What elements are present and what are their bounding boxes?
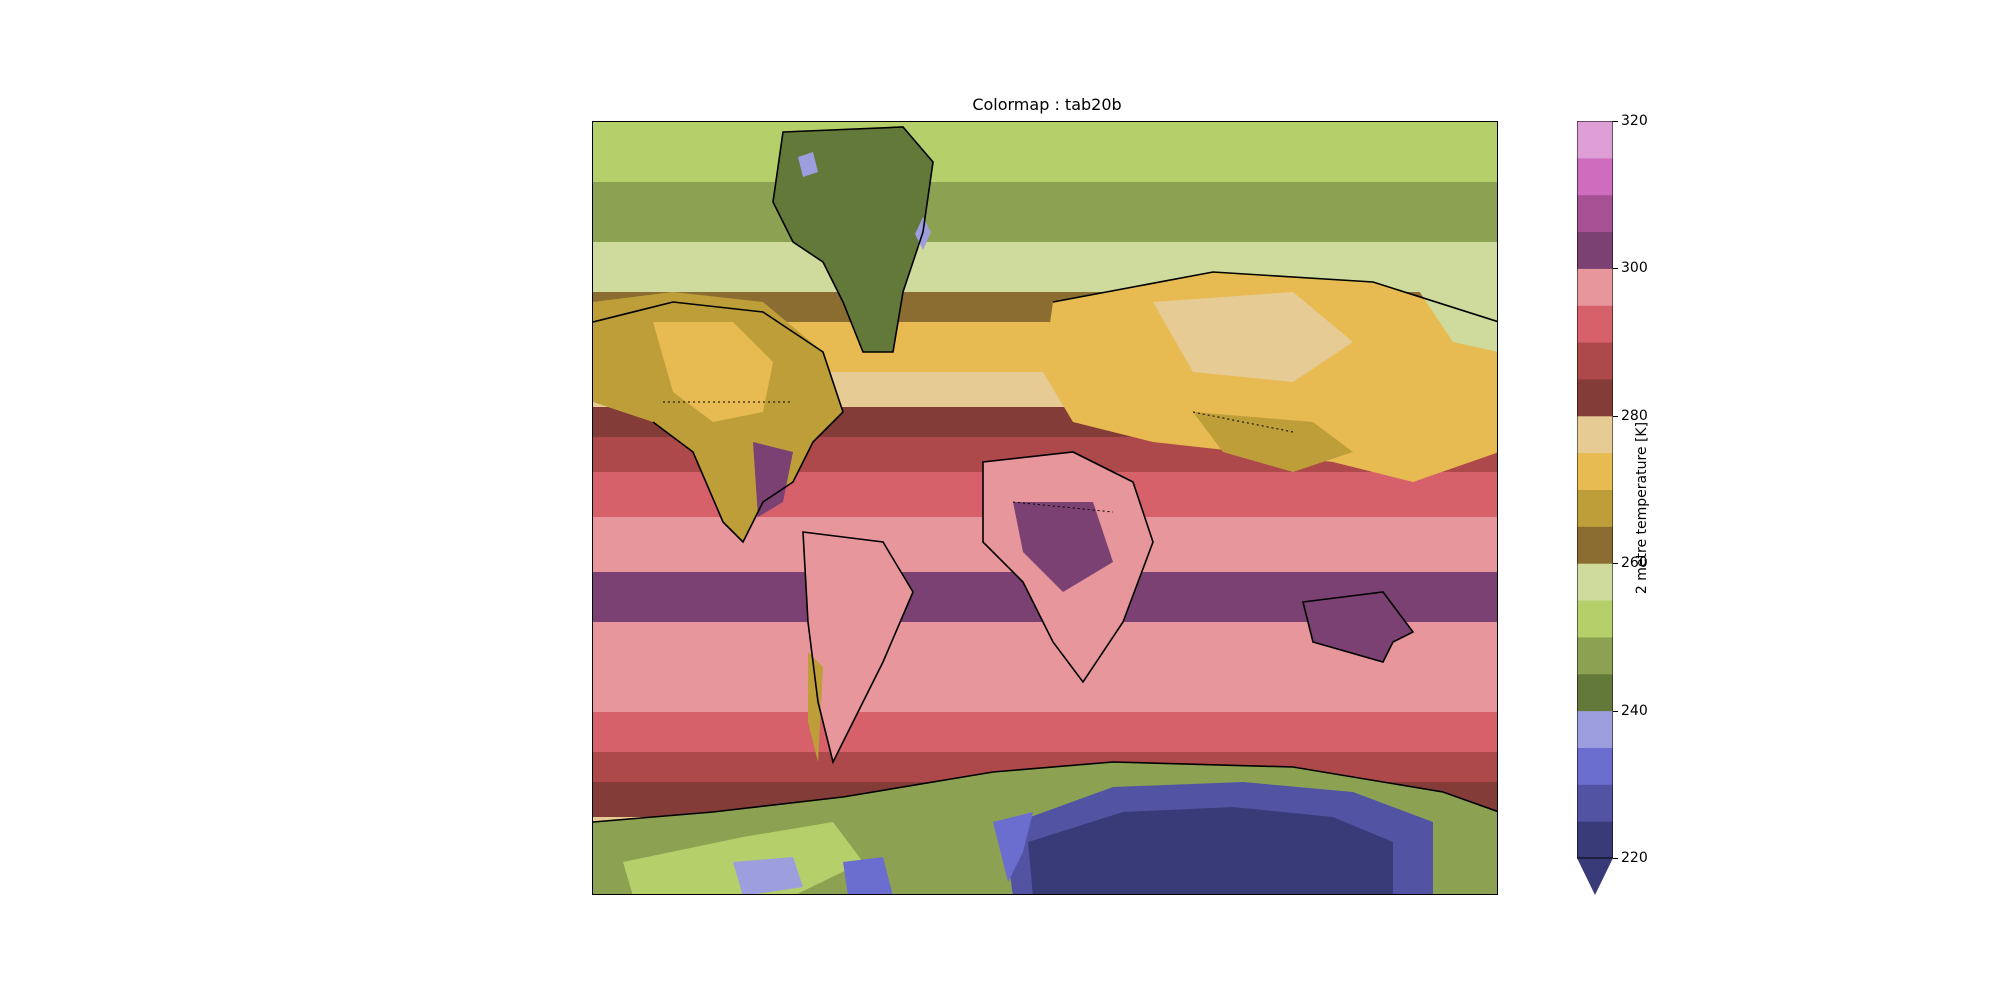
colorbar-tick-mark [1613,563,1618,565]
colorbar-swatch [1577,157,1613,196]
colorbar-label: 2 metre temperature [K] [1634,421,1650,595]
south-america [803,532,913,762]
coastlines [593,126,1497,823]
colorbar-tick-label: 300 [1621,260,1648,277]
colorbar-swatch [1577,194,1613,233]
colorbar-tick-mark [1613,121,1618,122]
colorbar-swatch [1577,378,1613,417]
temperature-map [593,122,1497,894]
colorbar-tick-mark [1613,415,1618,417]
plot-title: Colormap : tab20b [972,95,1122,114]
borders [663,401,1294,513]
colorbar-tick-label: 220 [1621,850,1648,866]
colorbar-swatch [1577,342,1613,380]
colorbar-extend-min [1577,858,1613,895]
colorbar-tick-label: 260 [1621,555,1648,572]
colorbar-swatch [1577,231,1613,269]
colorbar-swatch [1577,305,1613,343]
colorbar-swatch [1577,268,1613,306]
colorbar-outline [1577,121,1613,859]
colorbar-swatch [1577,526,1613,564]
colorbar-swatch [1577,415,1613,454]
colorbar-swatch [1577,784,1613,822]
colorbar-tick-mark [1613,710,1618,712]
colorbar-swatch [1577,636,1613,675]
colorbar-tick-mark [1613,858,1618,859]
colorbar-swatch [1577,747,1613,785]
colorbar-swatch [1577,489,1613,527]
colorbar-tick-label: 320 [1621,113,1648,129]
colorbar-swatch [1577,821,1613,859]
colorbar-swatch [1577,121,1613,159]
colorbar-swatch [1577,710,1613,748]
colorbar-tick-label: 280 [1621,407,1648,424]
australia [1303,592,1413,662]
colorbar-tick-label: 240 [1621,702,1648,719]
colorbar-swatch [1577,673,1613,712]
map-panel [592,121,1498,895]
colorbar-swatch [1577,563,1613,601]
colorbar [1577,121,1613,895]
colorbar-swatch [1577,600,1613,638]
colorbar-swatch [1577,452,1613,490]
colorbar-tick-mark [1613,268,1618,270]
